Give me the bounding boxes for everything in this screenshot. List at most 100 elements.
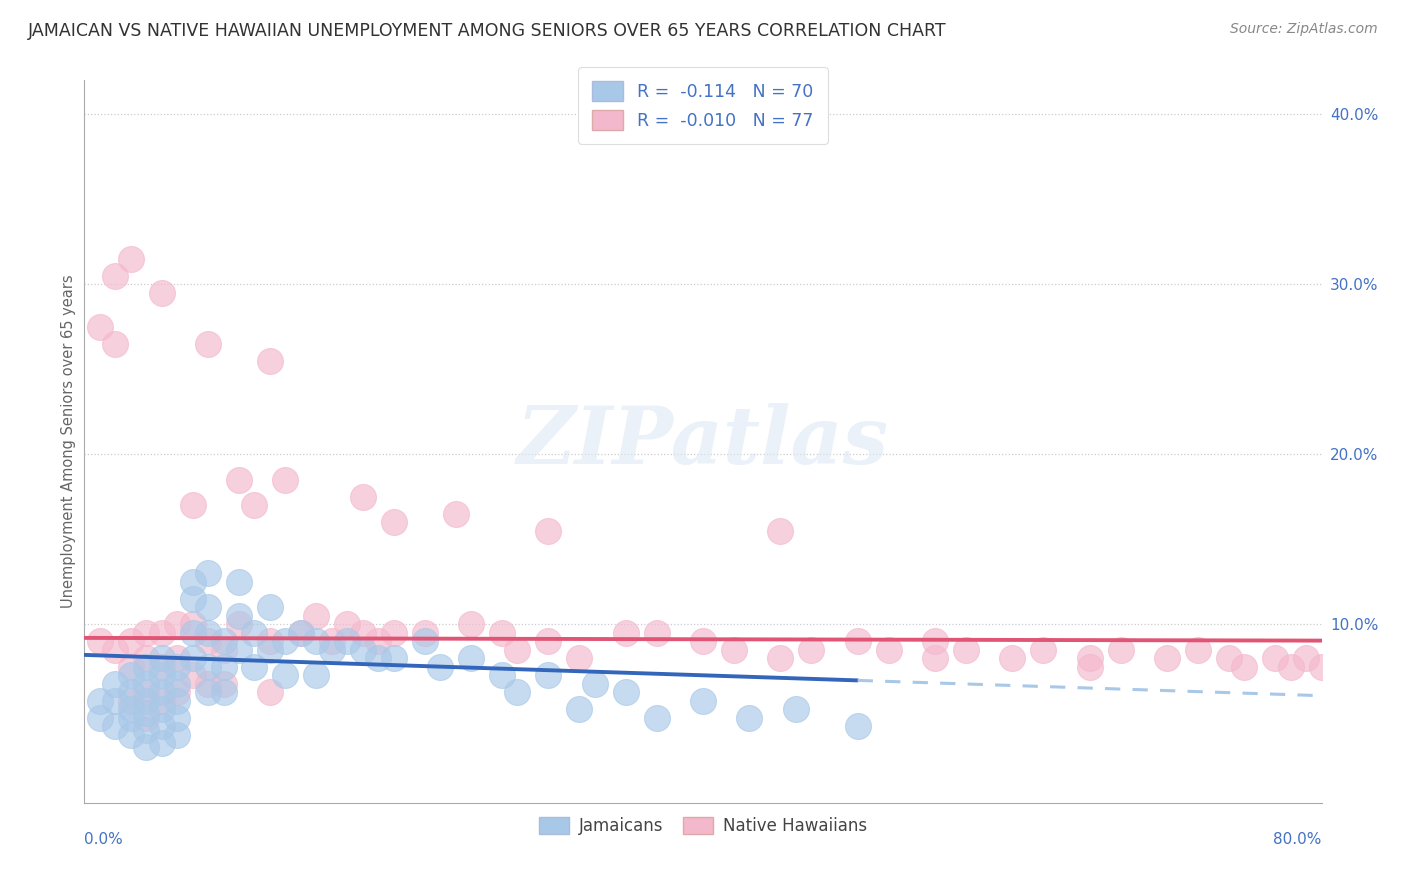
Point bbox=[1264, 651, 1286, 665]
Point bbox=[243, 660, 266, 674]
Point bbox=[166, 685, 188, 699]
Point bbox=[89, 319, 111, 334]
Text: 0.0%: 0.0% bbox=[84, 831, 124, 847]
Point bbox=[135, 685, 157, 699]
Point bbox=[1109, 642, 1132, 657]
Point bbox=[800, 642, 823, 657]
Point bbox=[181, 574, 204, 589]
Point bbox=[104, 694, 127, 708]
Point bbox=[382, 516, 405, 530]
Point bbox=[166, 677, 188, 691]
Point bbox=[692, 634, 714, 648]
Point bbox=[150, 736, 173, 750]
Point bbox=[274, 473, 297, 487]
Point bbox=[413, 625, 436, 640]
Point bbox=[166, 651, 188, 665]
Point bbox=[321, 642, 343, 657]
Point bbox=[290, 625, 312, 640]
Point bbox=[537, 634, 560, 648]
Point bbox=[120, 685, 142, 699]
Point bbox=[135, 711, 157, 725]
Point bbox=[382, 625, 405, 640]
Point bbox=[135, 723, 157, 737]
Point bbox=[846, 634, 869, 648]
Point bbox=[1218, 651, 1240, 665]
Point bbox=[491, 668, 513, 682]
Point bbox=[769, 651, 792, 665]
Point bbox=[181, 498, 204, 512]
Point bbox=[104, 719, 127, 733]
Point bbox=[243, 625, 266, 640]
Point bbox=[352, 625, 374, 640]
Point bbox=[583, 677, 606, 691]
Point bbox=[104, 336, 127, 351]
Point bbox=[413, 634, 436, 648]
Point bbox=[181, 625, 204, 640]
Point bbox=[460, 617, 482, 632]
Point bbox=[181, 668, 204, 682]
Point bbox=[1032, 642, 1054, 657]
Point bbox=[150, 702, 173, 716]
Point bbox=[537, 524, 560, 538]
Point bbox=[228, 608, 250, 623]
Point bbox=[135, 694, 157, 708]
Point bbox=[352, 642, 374, 657]
Point bbox=[135, 706, 157, 720]
Point bbox=[1187, 642, 1209, 657]
Point bbox=[120, 702, 142, 716]
Point bbox=[955, 642, 977, 657]
Point bbox=[197, 685, 219, 699]
Point bbox=[135, 660, 157, 674]
Point bbox=[120, 728, 142, 742]
Point bbox=[491, 625, 513, 640]
Point bbox=[181, 617, 204, 632]
Point bbox=[212, 660, 235, 674]
Point bbox=[645, 711, 668, 725]
Point bbox=[166, 694, 188, 708]
Point bbox=[321, 634, 343, 648]
Point bbox=[197, 677, 219, 691]
Point bbox=[785, 702, 807, 716]
Point bbox=[150, 694, 173, 708]
Point bbox=[692, 694, 714, 708]
Point bbox=[769, 524, 792, 538]
Point bbox=[367, 634, 389, 648]
Point bbox=[104, 268, 127, 283]
Point bbox=[197, 566, 219, 581]
Point bbox=[89, 711, 111, 725]
Point bbox=[166, 660, 188, 674]
Point bbox=[444, 507, 467, 521]
Point bbox=[212, 685, 235, 699]
Text: ZIPatlas: ZIPatlas bbox=[517, 403, 889, 480]
Point bbox=[738, 711, 761, 725]
Point bbox=[150, 660, 173, 674]
Point bbox=[243, 498, 266, 512]
Point bbox=[1233, 660, 1256, 674]
Point bbox=[274, 668, 297, 682]
Point bbox=[506, 685, 529, 699]
Point bbox=[1001, 651, 1024, 665]
Point bbox=[166, 728, 188, 742]
Point bbox=[1156, 651, 1178, 665]
Point bbox=[120, 668, 142, 682]
Point bbox=[150, 668, 173, 682]
Legend: Jamaicans, Native Hawaiians: Jamaicans, Native Hawaiians bbox=[531, 810, 875, 841]
Point bbox=[104, 642, 127, 657]
Point bbox=[150, 285, 173, 300]
Point bbox=[290, 625, 312, 640]
Point bbox=[614, 685, 637, 699]
Point bbox=[259, 353, 281, 368]
Text: 80.0%: 80.0% bbox=[1274, 831, 1322, 847]
Point bbox=[212, 642, 235, 657]
Point bbox=[120, 694, 142, 708]
Point bbox=[228, 473, 250, 487]
Point bbox=[120, 711, 142, 725]
Point bbox=[924, 651, 946, 665]
Point bbox=[135, 677, 157, 691]
Point bbox=[1078, 651, 1101, 665]
Point bbox=[723, 642, 745, 657]
Point bbox=[228, 642, 250, 657]
Point bbox=[614, 625, 637, 640]
Point bbox=[150, 651, 173, 665]
Point bbox=[336, 617, 359, 632]
